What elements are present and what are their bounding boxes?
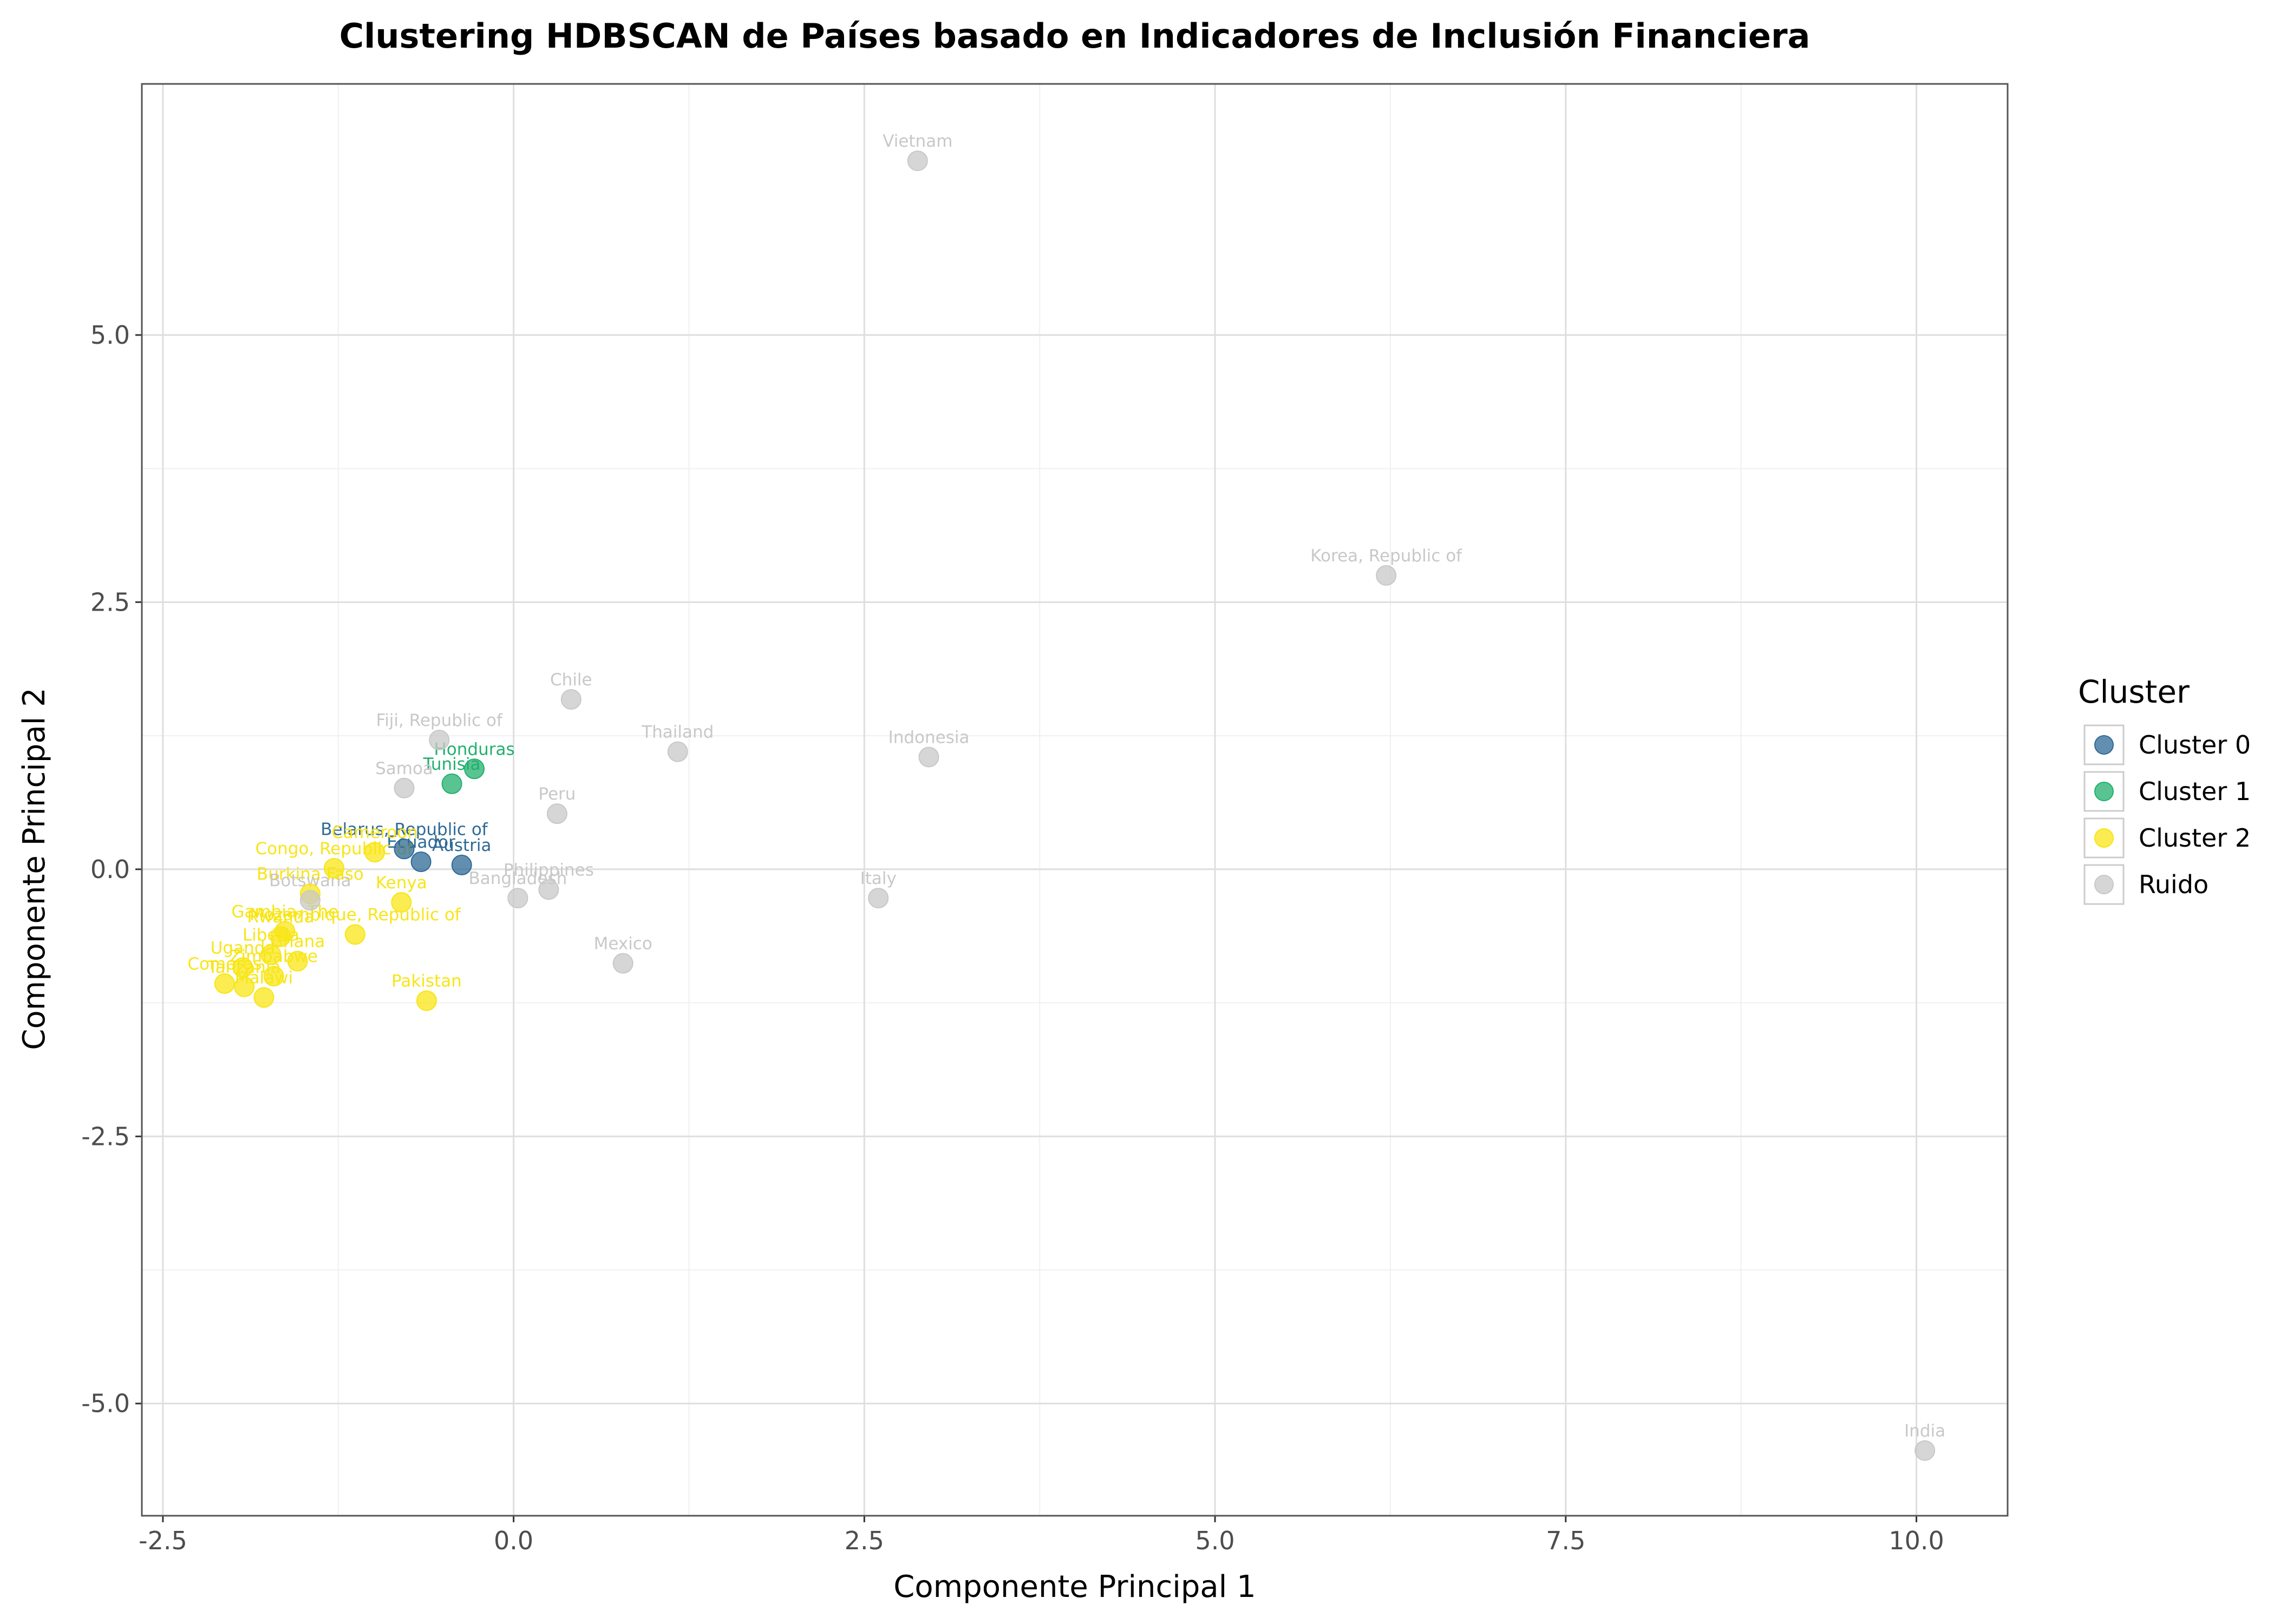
point-label: India bbox=[1904, 1422, 1945, 1441]
x-tick-label: 2.5 bbox=[845, 1526, 884, 1555]
legend-title: Cluster bbox=[2078, 673, 2190, 710]
legend-item: Ruido bbox=[2083, 864, 2208, 905]
grid bbox=[142, 84, 2008, 1516]
y-tick-label: -2.5 bbox=[81, 1122, 130, 1151]
data-point bbox=[299, 890, 321, 911]
x-tick-label: 0.0 bbox=[494, 1526, 533, 1555]
data-point bbox=[394, 839, 415, 860]
data-point bbox=[1376, 565, 1397, 586]
series-0 bbox=[394, 839, 472, 875]
point-label: Fiji, Republic of bbox=[376, 711, 503, 730]
data-point bbox=[441, 773, 462, 794]
series-2 bbox=[214, 842, 437, 1011]
series-3 bbox=[299, 150, 1936, 1461]
data-point bbox=[263, 966, 284, 987]
y-axis-title: Componente Principal 2 bbox=[17, 687, 52, 1050]
point-label: Chile bbox=[550, 670, 592, 690]
plot-panel bbox=[141, 83, 2009, 1517]
data-point bbox=[612, 953, 633, 974]
point-label: Gambia, The bbox=[231, 902, 338, 921]
data-point bbox=[232, 957, 253, 978]
chart-title: Clustering HDBSCAN de Países basado en I… bbox=[339, 16, 1811, 56]
point-label: Vietnam bbox=[883, 132, 952, 151]
legend-label: Cluster 0 bbox=[2139, 730, 2251, 759]
legend-item: Cluster 2 bbox=[2083, 817, 2251, 859]
data-point bbox=[451, 854, 472, 875]
data-point bbox=[560, 689, 581, 710]
data-point bbox=[214, 973, 235, 994]
y-tick-label: 0.0 bbox=[90, 855, 130, 884]
series-1 bbox=[441, 758, 485, 794]
legend-marker bbox=[2094, 782, 2114, 801]
data-point bbox=[546, 803, 567, 824]
y-tick-label: 2.5 bbox=[90, 587, 130, 617]
point-label: Thailand bbox=[641, 723, 714, 742]
legend-label: Cluster 2 bbox=[2139, 823, 2251, 853]
point-label: Austria bbox=[432, 836, 492, 855]
data-point bbox=[507, 888, 528, 909]
data-point bbox=[667, 741, 688, 762]
y-tick-label: 5.0 bbox=[90, 320, 130, 350]
x-axis-title: Componente Principal 1 bbox=[893, 1569, 1256, 1605]
point-label: Kenya bbox=[376, 873, 427, 893]
data-point bbox=[344, 924, 365, 945]
data-point bbox=[253, 987, 275, 1008]
data-point bbox=[429, 729, 450, 750]
point-label: Philippines bbox=[504, 860, 594, 880]
point-label: Congo, Republic of bbox=[256, 839, 414, 859]
point-label: Samoa bbox=[375, 759, 433, 778]
data-point bbox=[394, 777, 415, 798]
point-label: Italy bbox=[860, 869, 897, 888]
data-point bbox=[391, 892, 412, 913]
data-point bbox=[410, 851, 432, 872]
data-point bbox=[270, 926, 291, 947]
data-point bbox=[287, 951, 308, 972]
legend-item: Cluster 1 bbox=[2083, 771, 2251, 812]
legend-label: Cluster 1 bbox=[2139, 777, 2251, 806]
legend-label: Ruido bbox=[2139, 870, 2208, 899]
legend-marker bbox=[2094, 735, 2114, 755]
data-point bbox=[907, 150, 928, 172]
data-point bbox=[538, 879, 559, 900]
point-label: Pakistan bbox=[391, 972, 462, 991]
legend: Cluster Cluster 0 Cluster 1 Cluster 2 Ruido bbox=[2078, 673, 2251, 905]
axis-ticks: -2.5 0.0 2.5 5.0 7.5 10.0 -5.0 -2.5 0.0 2.5 5.0 bbox=[81, 320, 1944, 1555]
data-points bbox=[214, 150, 1936, 1461]
data-point bbox=[234, 976, 255, 997]
data-point bbox=[260, 944, 282, 965]
data-point bbox=[364, 842, 385, 863]
data-point bbox=[868, 888, 889, 909]
y-tick-label: -5.0 bbox=[81, 1389, 130, 1418]
data-point bbox=[918, 746, 939, 768]
x-tick-label: 5.0 bbox=[1195, 1526, 1235, 1555]
data-point bbox=[1914, 1440, 1936, 1461]
point-label: Peru bbox=[538, 784, 576, 804]
data-point bbox=[464, 758, 485, 780]
point-label: Indonesia bbox=[888, 728, 970, 748]
x-tick-label: 7.5 bbox=[1546, 1526, 1585, 1555]
point-label: Korea, Republic of bbox=[1310, 546, 1462, 566]
x-tick-label: 10.0 bbox=[1889, 1526, 1944, 1555]
legend-marker bbox=[2094, 875, 2114, 894]
data-point bbox=[323, 857, 344, 879]
legend-marker bbox=[2094, 828, 2114, 848]
point-label: Mexico bbox=[594, 934, 652, 954]
x-tick-label: -2.5 bbox=[139, 1526, 187, 1555]
point-label: Burkina Faso bbox=[257, 865, 364, 884]
point-label: Belarus, Republic of bbox=[321, 820, 488, 839]
data-point bbox=[416, 990, 437, 1011]
legend-item: Cluster 0 bbox=[2083, 724, 2251, 765]
